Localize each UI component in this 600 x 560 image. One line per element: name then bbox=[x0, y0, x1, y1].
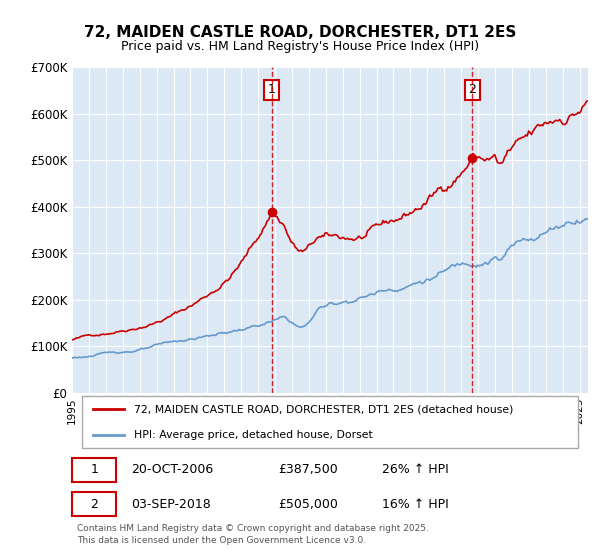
Text: 2: 2 bbox=[469, 83, 476, 96]
Text: 72, MAIDEN CASTLE ROAD, DORCHESTER, DT1 2ES (detached house): 72, MAIDEN CASTLE ROAD, DORCHESTER, DT1 … bbox=[134, 404, 513, 414]
Text: 03-SEP-2018: 03-SEP-2018 bbox=[131, 498, 211, 511]
Text: Price paid vs. HM Land Registry's House Price Index (HPI): Price paid vs. HM Land Registry's House … bbox=[121, 40, 479, 53]
Text: 20-OCT-2006: 20-OCT-2006 bbox=[131, 463, 214, 477]
Text: 16% ↑ HPI: 16% ↑ HPI bbox=[382, 498, 448, 511]
Text: 1: 1 bbox=[90, 463, 98, 477]
Text: 1: 1 bbox=[268, 83, 275, 96]
Text: 72, MAIDEN CASTLE ROAD, DORCHESTER, DT1 2ES: 72, MAIDEN CASTLE ROAD, DORCHESTER, DT1 … bbox=[84, 25, 516, 40]
FancyBboxPatch shape bbox=[82, 395, 578, 448]
Text: Contains HM Land Registry data © Crown copyright and database right 2025.
This d: Contains HM Land Registry data © Crown c… bbox=[77, 524, 429, 545]
FancyBboxPatch shape bbox=[72, 458, 116, 482]
Text: 26% ↑ HPI: 26% ↑ HPI bbox=[382, 463, 448, 477]
Text: £505,000: £505,000 bbox=[278, 498, 338, 511]
Text: HPI: Average price, detached house, Dorset: HPI: Average price, detached house, Dors… bbox=[134, 430, 373, 440]
Text: 2: 2 bbox=[90, 498, 98, 511]
Text: £387,500: £387,500 bbox=[278, 463, 338, 477]
FancyBboxPatch shape bbox=[72, 492, 116, 516]
